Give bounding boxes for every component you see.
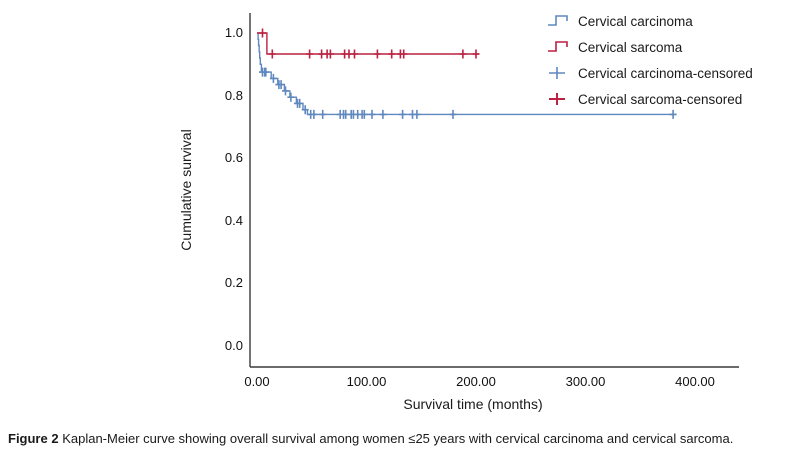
legend-label: Cervical sarcoma: [578, 39, 683, 55]
caption-figure-number: Figure 2: [8, 431, 59, 446]
y-tick-label: 0.8: [224, 87, 243, 103]
legend: Cervical carcinoma Cervical sarcoma Cerv…: [546, 8, 753, 112]
x-tick-label: 200.00: [456, 374, 496, 389]
y-tick-label: 0.4: [224, 212, 243, 228]
plus-marker-icon: [549, 67, 565, 79]
legend-label: Cervical carcinoma: [578, 13, 693, 29]
x-tick-label: 300.00: [565, 374, 606, 389]
survival-curve-sarcoma: [257, 32, 480, 55]
x-tick-label: 100.00: [346, 374, 387, 389]
x-tick-label: 0.00: [244, 374, 270, 389]
legend-label: Cervical carcinoma-censored: [578, 65, 753, 81]
x-tick-label: 400.00: [675, 374, 715, 389]
legend-item-carcinoma-censored: Cervical carcinoma-censored: [546, 60, 753, 86]
figure-caption: Figure 2 Kaplan-Meier curve showing over…: [8, 431, 788, 446]
legend-item-sarcoma: Cervical sarcoma: [546, 34, 753, 60]
censor-marks-carcinoma: [259, 67, 677, 119]
caption-text: Kaplan-Meier curve showing overall survi…: [62, 431, 734, 446]
step-line-icon: [548, 41, 568, 52]
legend-item-sarcoma-censored: Cervical sarcoma-censored: [546, 86, 753, 112]
survival-plot: [249, 13, 739, 368]
step-line-icon: [548, 15, 568, 26]
y-axis-title: Cumulative survival: [178, 129, 194, 251]
y-tick-label: 0.6: [224, 150, 243, 166]
y-tick-label: 0.2: [224, 275, 243, 291]
legend-label: Cervical sarcoma-censored: [578, 91, 743, 107]
y-tick-label: 1.0: [224, 25, 243, 40]
censor-marks-sarcoma: [259, 28, 480, 59]
plus-marker-icon: [549, 93, 565, 105]
x-axis-title: Survival time (months): [403, 396, 543, 412]
y-tick-label: 0.0: [224, 338, 243, 353]
legend-item-carcinoma: Cervical carcinoma: [546, 8, 753, 34]
